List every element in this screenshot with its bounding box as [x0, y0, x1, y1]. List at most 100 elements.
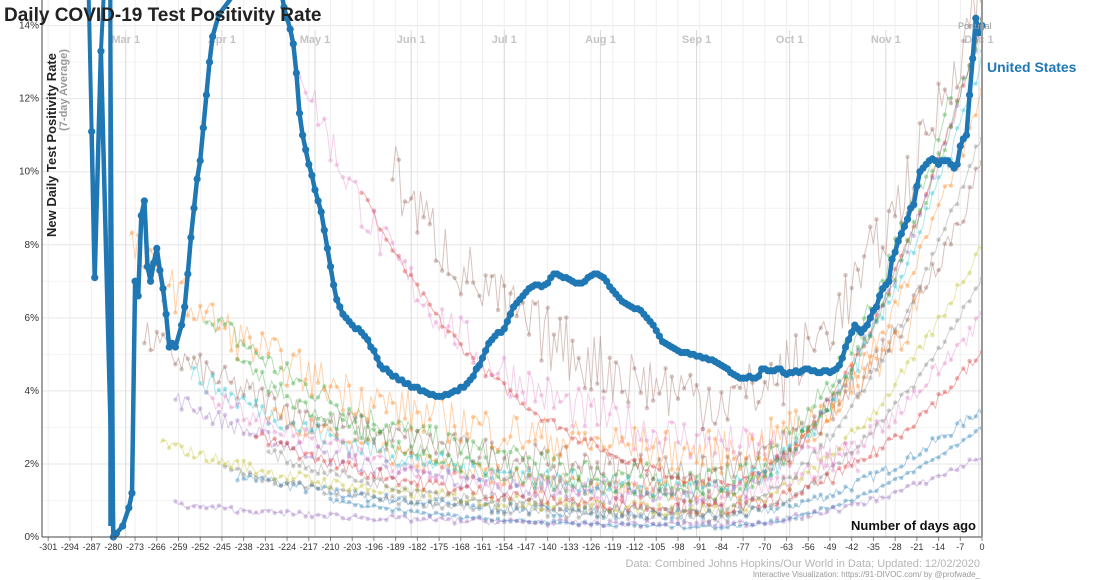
united-states-point[interactable] — [903, 215, 912, 223]
united-states-point[interactable] — [841, 343, 850, 351]
country-series[interactable] — [221, 276, 984, 524]
united-states-point[interactable] — [373, 354, 381, 362]
united-states-point[interactable] — [162, 310, 170, 318]
united-states-point[interactable] — [469, 372, 477, 380]
united-states-point[interactable] — [863, 321, 871, 329]
united-states-point[interactable] — [202, 91, 211, 99]
united-states-point[interactable] — [975, 29, 983, 37]
country-series[interactable] — [159, 245, 984, 518]
united-states-point[interactable] — [910, 200, 918, 209]
country-series[interactable] — [266, 136, 984, 520]
united-states-point[interactable] — [848, 328, 856, 337]
united-states-point[interactable] — [311, 186, 319, 194]
united-states-point[interactable] — [209, 32, 217, 41]
united-states-point[interactable] — [972, 14, 980, 22]
united-states-point[interactable] — [140, 197, 148, 205]
united-states-point[interactable] — [888, 255, 896, 263]
country-series[interactable] — [235, 18, 984, 504]
united-states-point[interactable] — [500, 325, 508, 333]
united-states-point[interactable] — [544, 279, 552, 287]
country-series[interactable] — [142, 159, 984, 488]
united-states-point[interactable] — [156, 266, 164, 274]
united-states-point[interactable] — [146, 277, 155, 285]
united-states-point[interactable] — [88, 127, 96, 136]
united-states-point[interactable] — [292, 69, 300, 77]
united-states-point[interactable] — [876, 292, 884, 300]
united-states-point[interactable] — [894, 237, 902, 245]
united-states-point[interactable] — [965, 91, 974, 99]
united-states-point[interactable] — [128, 489, 136, 497]
united-states-point[interactable] — [193, 175, 201, 183]
united-states-point[interactable] — [289, 40, 297, 48]
united-states-point[interactable] — [506, 310, 515, 318]
country-series[interactable] — [235, 408, 984, 522]
united-states-point[interactable] — [286, 25, 294, 33]
united-states-point[interactable] — [897, 230, 905, 238]
united-states-point[interactable] — [137, 211, 145, 220]
united-states-point[interactable] — [953, 160, 961, 168]
united-states-point[interactable] — [302, 146, 310, 154]
united-states-point[interactable] — [205, 58, 214, 66]
united-states-point[interactable] — [956, 142, 964, 150]
united-states-point[interactable] — [171, 343, 179, 351]
united-states-point[interactable] — [503, 317, 511, 326]
country-series[interactable] — [204, 96, 954, 496]
united-states-point[interactable] — [134, 292, 142, 300]
united-states-point[interactable] — [283, 14, 291, 22]
united-states-point[interactable] — [872, 303, 881, 311]
united-states-point[interactable] — [97, 47, 105, 55]
united-states-point[interactable] — [91, 274, 99, 282]
united-states-point[interactable] — [143, 263, 152, 271]
united-states-point[interactable] — [280, 3, 288, 11]
united-states-point[interactable] — [969, 54, 977, 63]
united-states-point[interactable] — [885, 277, 893, 285]
united-states-point[interactable] — [655, 332, 663, 340]
country-series[interactable] — [266, 87, 984, 505]
country-series[interactable] — [252, 349, 984, 516]
country-series[interactable] — [359, 16, 984, 489]
united-states-point[interactable] — [112, 529, 121, 537]
us-series[interactable] — [86, 0, 986, 541]
united-states-point[interactable] — [845, 336, 853, 344]
united-states-point[interactable] — [199, 124, 207, 132]
united-states-point[interactable] — [125, 504, 133, 512]
united-states-point[interactable] — [187, 233, 195, 242]
united-states-point[interactable] — [838, 354, 846, 362]
united-states-point[interactable] — [652, 327, 660, 335]
country-series[interactable] — [190, 48, 984, 499]
united-states-point[interactable] — [900, 222, 909, 231]
united-states-point[interactable] — [866, 314, 874, 322]
united-states-point[interactable] — [323, 244, 332, 253]
united-states-point[interactable] — [196, 157, 204, 165]
united-states-point[interactable] — [891, 248, 899, 256]
country-series[interactable] — [297, 74, 861, 474]
united-states-point[interactable] — [159, 284, 167, 293]
united-states-point[interactable] — [153, 244, 161, 253]
united-states-point[interactable] — [298, 131, 307, 139]
united-states-point[interactable] — [478, 354, 487, 362]
united-states-point[interactable] — [181, 303, 189, 311]
country-series[interactable] — [328, 425, 984, 531]
united-states-point[interactable] — [336, 303, 344, 311]
united-states-point[interactable] — [333, 295, 341, 304]
united-states-point[interactable] — [190, 204, 198, 212]
united-states-point[interactable] — [215, 11, 223, 19]
united-states-point[interactable] — [330, 281, 338, 289]
united-states-point[interactable] — [475, 361, 484, 369]
country-series[interactable] — [128, 230, 923, 476]
united-states-point[interactable] — [119, 522, 127, 530]
united-states-point[interactable] — [295, 109, 304, 117]
portugal-label[interactable]: Portugal — [958, 21, 992, 31]
visualization-credit[interactable]: Interactive Visualization: https://91-DI… — [753, 570, 981, 579]
united-states-point[interactable] — [314, 197, 322, 205]
united-states-point[interactable] — [370, 347, 378, 355]
united-states-point[interactable] — [150, 259, 158, 267]
united-states-point[interactable] — [131, 277, 139, 285]
united-states-point[interactable] — [649, 321, 657, 329]
united-states-point[interactable] — [364, 336, 372, 344]
country-series[interactable] — [204, 310, 984, 502]
country-series[interactable] — [173, 456, 984, 530]
united-states-point[interactable] — [184, 270, 192, 278]
united-states-point[interactable] — [755, 372, 763, 380]
united-states-label[interactable]: United States — [987, 59, 1077, 75]
